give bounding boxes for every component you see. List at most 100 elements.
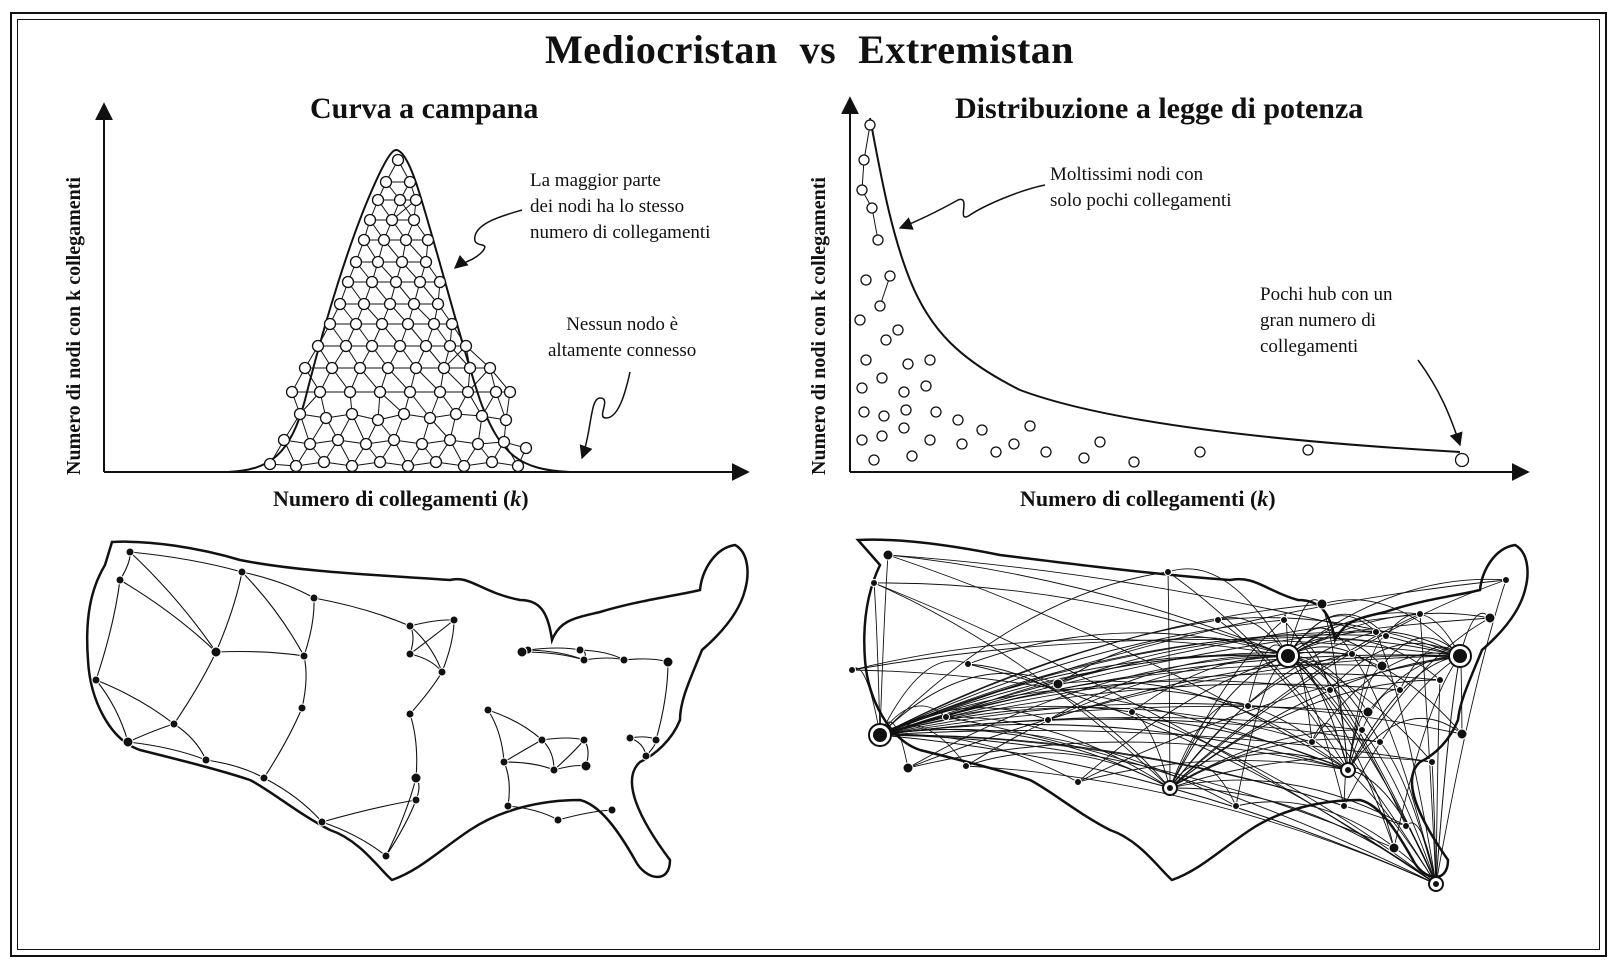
uniform-node (381, 851, 391, 861)
uniform-link (385, 777, 417, 857)
uniform-node (437, 667, 447, 677)
hub-node (1074, 778, 1082, 786)
hub-link (1047, 655, 1461, 721)
right-x-axis-label-text: Numero di collegamenti (1020, 486, 1245, 511)
uniform-link (487, 709, 543, 741)
bell-node (345, 407, 359, 421)
power-point (1094, 436, 1106, 448)
power-point (902, 358, 914, 370)
uniform-link (129, 551, 243, 573)
hub-node (870, 579, 878, 587)
hub-node (1128, 708, 1136, 716)
hub-link (1169, 701, 1249, 789)
power-point (868, 454, 880, 466)
power-point (924, 434, 936, 446)
bell-node (471, 437, 485, 451)
right-axes (841, 96, 1530, 481)
uniform-node (607, 805, 617, 815)
bell-node (461, 385, 475, 399)
power-point (900, 404, 912, 416)
right-annotation-bottom: Pochi hub con un gran numero di collegam… (1260, 282, 1392, 360)
bell-node (433, 385, 447, 399)
bell-node (341, 275, 355, 289)
hub-link (1169, 779, 1407, 827)
power-point (878, 410, 890, 422)
hub-node (1326, 686, 1334, 694)
bell-node (298, 361, 312, 375)
bell-node (371, 413, 385, 427)
hub-link (1057, 636, 1461, 685)
hub-link (851, 639, 1289, 671)
hub-link (879, 706, 1313, 743)
power-point (874, 300, 886, 312)
left-subtitle: Curva a campana (310, 92, 539, 125)
right-annotation-bottom-line: collegamenti (1260, 336, 1359, 357)
uniform-link (129, 551, 217, 653)
bell-node (263, 457, 277, 471)
hub-link (1169, 613, 1421, 789)
uniform-node (499, 757, 509, 767)
left-annotation-bottom-arrow (579, 371, 631, 460)
hub-link (1217, 619, 1349, 771)
uniform-link (241, 571, 315, 599)
bell-node (395, 255, 409, 269)
left-x-axis-var: k (510, 486, 522, 511)
uniform-link (173, 651, 217, 725)
power-point (920, 380, 932, 392)
hub-center (1345, 767, 1351, 773)
uniform-node (317, 817, 327, 827)
bell-node (373, 385, 387, 399)
uniform-node (309, 593, 319, 603)
hub-node (1396, 686, 1404, 694)
hub-link (1247, 705, 1437, 885)
hub-node (882, 549, 894, 561)
hub-node (962, 762, 970, 770)
power-point (1024, 420, 1036, 432)
hub-link (965, 765, 1437, 885)
hub-node (1164, 568, 1172, 576)
uniform-node (579, 735, 589, 745)
right-x-axis-label: Numero di collegamenti (k) (1020, 486, 1276, 511)
hub-link (1435, 655, 1461, 885)
hub-node (1416, 610, 1424, 618)
hub-link (879, 554, 889, 736)
hub-node (1402, 822, 1410, 830)
hub-link (1167, 571, 1171, 789)
uniform-node (449, 615, 459, 625)
hub-center (1433, 881, 1439, 887)
hub-link (1361, 729, 1437, 885)
bell-node (497, 435, 511, 449)
hub-node (1340, 802, 1348, 810)
bell-node (519, 441, 533, 455)
hub-link (1131, 711, 1437, 885)
power-point (906, 450, 918, 462)
left-annotation-bottom: Nessun nodo è altamente connesso (548, 312, 696, 364)
bell-curve-icon (227, 148, 571, 473)
outer-frame (10, 12, 1607, 957)
bell-node (503, 385, 517, 399)
uniform-node (91, 675, 101, 685)
bell-node (427, 317, 441, 331)
uniform-network (91, 547, 674, 861)
hub-link (1169, 653, 1353, 789)
bell-node (317, 455, 331, 469)
power-point (880, 334, 892, 346)
hub-link (873, 582, 1437, 885)
hub-link (1435, 679, 1441, 885)
hub-link (1329, 643, 1461, 691)
uniform-node (405, 621, 415, 631)
bell-node (445, 317, 459, 331)
hub-node (1358, 726, 1366, 734)
bell-node (409, 193, 423, 207)
power-point (872, 234, 884, 246)
hub-link (1379, 741, 1437, 885)
power-point (952, 414, 964, 426)
bell-node (401, 317, 415, 331)
hub-node (1428, 758, 1436, 766)
hub-link (879, 673, 1441, 736)
bell-node (379, 175, 393, 189)
uniform-link (215, 571, 243, 653)
hub-link (1431, 761, 1437, 885)
page-title: Mediocristan vs Extremistan (0, 26, 1619, 73)
